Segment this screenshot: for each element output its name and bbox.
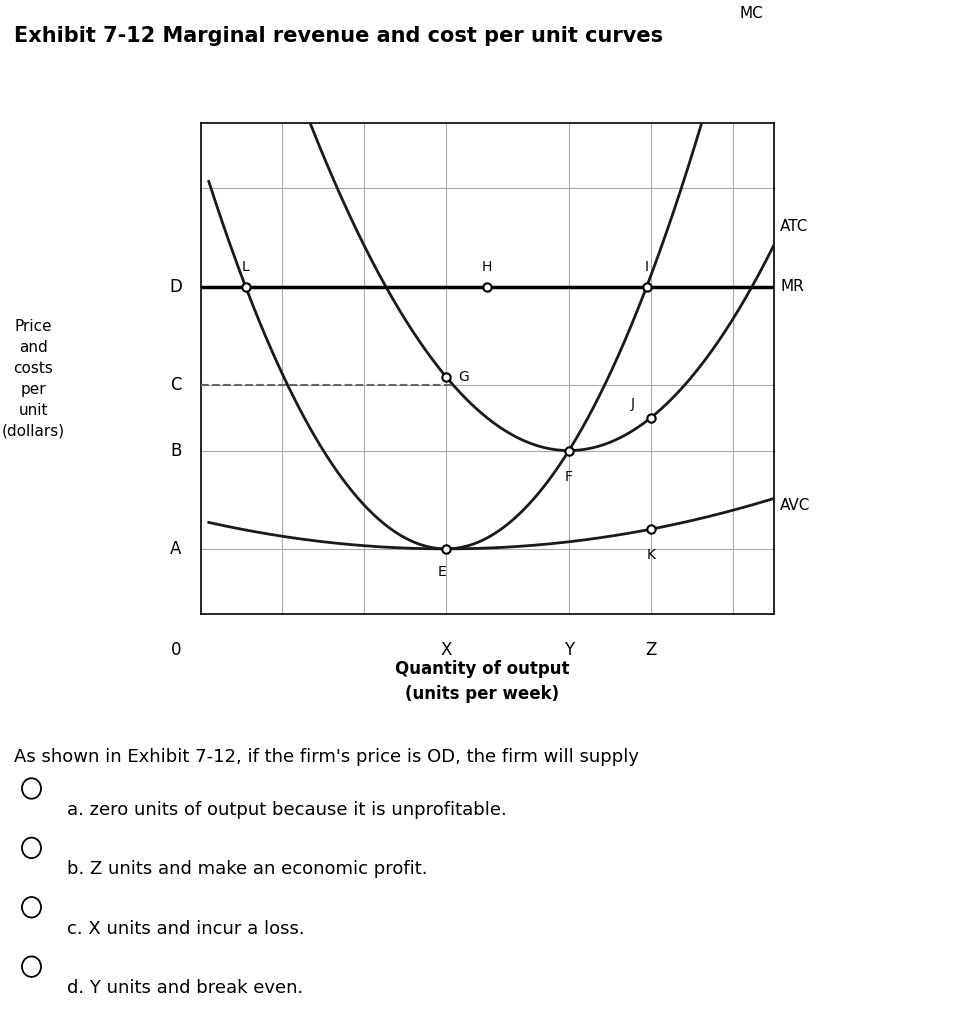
Text: C: C — [170, 376, 181, 394]
Text: As shown in Exhibit 7-12, if the firm's price is OD, the firm will supply: As shown in Exhibit 7-12, if the firm's … — [14, 748, 639, 766]
Text: MC: MC — [739, 6, 763, 22]
Text: Z: Z — [645, 641, 656, 658]
Text: F: F — [565, 470, 573, 484]
Text: I: I — [645, 260, 648, 273]
Text: J: J — [630, 397, 634, 412]
Text: A: A — [170, 540, 181, 558]
Text: b. Z units and make an economic profit.: b. Z units and make an economic profit. — [67, 860, 427, 879]
Text: B: B — [170, 441, 181, 460]
Text: Quantity of output
(units per week): Quantity of output (units per week) — [395, 660, 569, 703]
Text: G: G — [458, 370, 469, 384]
Text: X: X — [440, 641, 452, 658]
Text: Price
and
costs
per
unit
(dollars): Price and costs per unit (dollars) — [2, 318, 65, 439]
Text: E: E — [437, 565, 446, 580]
Text: MR: MR — [780, 280, 804, 294]
Text: H: H — [482, 260, 492, 273]
Text: K: K — [647, 548, 655, 561]
Text: ATC: ATC — [780, 218, 809, 233]
Text: c. X units and incur a loss.: c. X units and incur a loss. — [67, 920, 305, 938]
Text: AVC: AVC — [780, 498, 811, 513]
Text: d. Y units and break even.: d. Y units and break even. — [67, 979, 303, 997]
Text: Exhibit 7-12 Marginal revenue and cost per unit curves: Exhibit 7-12 Marginal revenue and cost p… — [14, 26, 664, 46]
Text: D: D — [170, 278, 182, 296]
Text: 0: 0 — [171, 641, 181, 658]
Text: a. zero units of output because it is unprofitable.: a. zero units of output because it is un… — [67, 801, 506, 819]
Text: Y: Y — [563, 641, 574, 658]
Text: L: L — [242, 260, 249, 273]
